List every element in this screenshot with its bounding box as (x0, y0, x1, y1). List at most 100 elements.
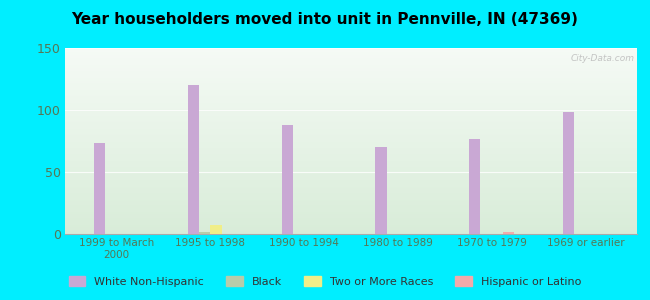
Bar (65, 152, 637, 153)
Bar (65, 95, 637, 96)
Bar (65, 194, 637, 195)
Bar (65, 58, 637, 59)
Bar (376, 147, 387, 234)
Bar (65, 104, 637, 105)
Bar (65, 145, 637, 146)
Bar (65, 91, 637, 92)
Bar (65, 175, 637, 176)
Bar (65, 136, 637, 137)
Bar (65, 208, 637, 209)
Bar (65, 172, 637, 173)
Bar (65, 88, 637, 89)
Bar (65, 221, 637, 222)
Bar (65, 195, 637, 196)
Bar (65, 178, 637, 179)
Bar (65, 54, 637, 55)
Bar (65, 203, 637, 204)
Bar (65, 151, 637, 152)
Bar (503, 232, 514, 234)
Bar (65, 109, 637, 110)
Bar (199, 232, 211, 234)
Bar (65, 113, 637, 114)
Bar (65, 69, 637, 70)
Bar (65, 146, 637, 147)
Bar (65, 185, 637, 186)
Bar (65, 135, 637, 136)
Bar (65, 153, 637, 154)
Bar (65, 49, 637, 50)
Bar (65, 169, 637, 170)
Bar (65, 98, 637, 99)
Bar (65, 216, 637, 217)
Bar (65, 215, 637, 216)
Bar (65, 103, 637, 104)
Bar (65, 180, 637, 181)
Bar (65, 106, 637, 107)
Bar (65, 189, 637, 190)
Bar (65, 70, 637, 71)
Bar (65, 121, 637, 122)
Bar (65, 76, 637, 77)
Bar (65, 94, 637, 95)
Bar (65, 154, 637, 155)
Bar (65, 214, 637, 215)
Bar (65, 77, 637, 78)
Bar (65, 219, 637, 220)
Bar (65, 139, 637, 140)
Bar (65, 229, 637, 230)
Bar (65, 224, 637, 225)
Bar (65, 101, 637, 102)
Bar (65, 68, 637, 69)
Bar (65, 206, 637, 207)
Bar (188, 85, 199, 234)
Bar (65, 130, 637, 131)
Bar (65, 141, 637, 142)
Bar (65, 115, 637, 116)
Bar (65, 204, 637, 205)
Bar (65, 72, 637, 73)
Bar (65, 66, 637, 67)
Bar (65, 225, 637, 226)
Bar (65, 190, 637, 191)
Bar (65, 82, 637, 83)
Bar (65, 107, 637, 108)
Bar (65, 93, 637, 94)
Bar (65, 188, 637, 189)
Bar (65, 56, 637, 57)
Bar (65, 83, 637, 84)
Bar (65, 126, 637, 127)
Bar (65, 170, 637, 171)
Bar (65, 131, 637, 132)
Bar (65, 233, 637, 234)
Bar (65, 128, 637, 129)
Bar (469, 139, 480, 234)
Bar (65, 171, 637, 172)
Bar (65, 207, 637, 208)
Bar (65, 157, 637, 158)
Bar (65, 52, 637, 53)
Bar (65, 140, 637, 141)
Bar (65, 149, 637, 150)
Bar (211, 225, 222, 234)
Bar (65, 223, 637, 224)
Bar (65, 48, 637, 49)
Bar (65, 96, 637, 97)
Bar (65, 125, 637, 126)
Bar (65, 53, 637, 54)
Bar (65, 127, 637, 128)
Bar (65, 79, 637, 80)
Bar (65, 144, 637, 145)
Bar (65, 134, 637, 135)
Bar (65, 162, 637, 163)
Bar (65, 138, 637, 139)
Bar (65, 87, 637, 88)
Bar (65, 143, 637, 144)
Bar (65, 230, 637, 231)
Bar (65, 71, 637, 72)
Bar (65, 176, 637, 177)
Bar (65, 142, 637, 143)
Bar (65, 192, 637, 193)
Bar (65, 133, 637, 134)
Bar (65, 210, 637, 211)
Bar (65, 124, 637, 125)
